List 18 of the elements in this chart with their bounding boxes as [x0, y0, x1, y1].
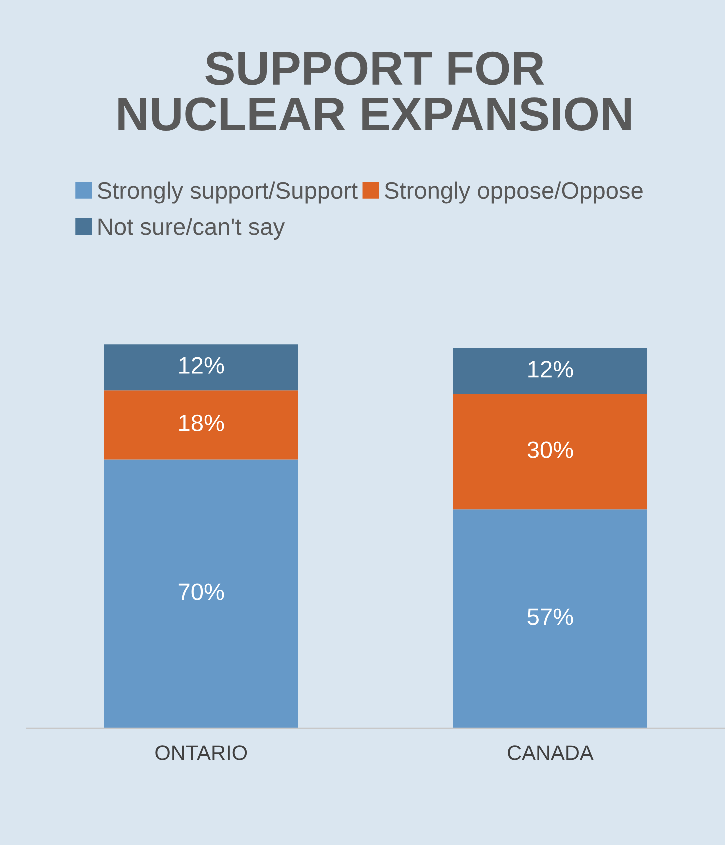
data-label: 57%: [528, 608, 574, 626]
bar: [453, 348, 648, 395]
legend-label: Strongly oppose/Oppose: [385, 182, 643, 204]
legend-label: Strongly support/Support: [98, 182, 358, 204]
x-tick-label: CANADA: [508, 746, 594, 760]
chart-title: SUPPORT FOR NUCLEAR EXPANSION: [118, 52, 631, 132]
data-label: 70%: [178, 584, 224, 600]
data-label: 18%: [180, 414, 224, 432]
data-label: 30%: [528, 442, 574, 458]
data-label: 12%: [180, 357, 224, 374]
bar: [104, 460, 298, 728]
x-tick-label: ONTARIO: [156, 746, 248, 760]
legend-label: Not sure/can't say: [98, 218, 286, 240]
bar: [453, 394, 648, 510]
bar: [104, 390, 298, 460]
bar: [104, 344, 298, 391]
data-label: 12%: [528, 361, 574, 378]
bar: [453, 510, 648, 728]
